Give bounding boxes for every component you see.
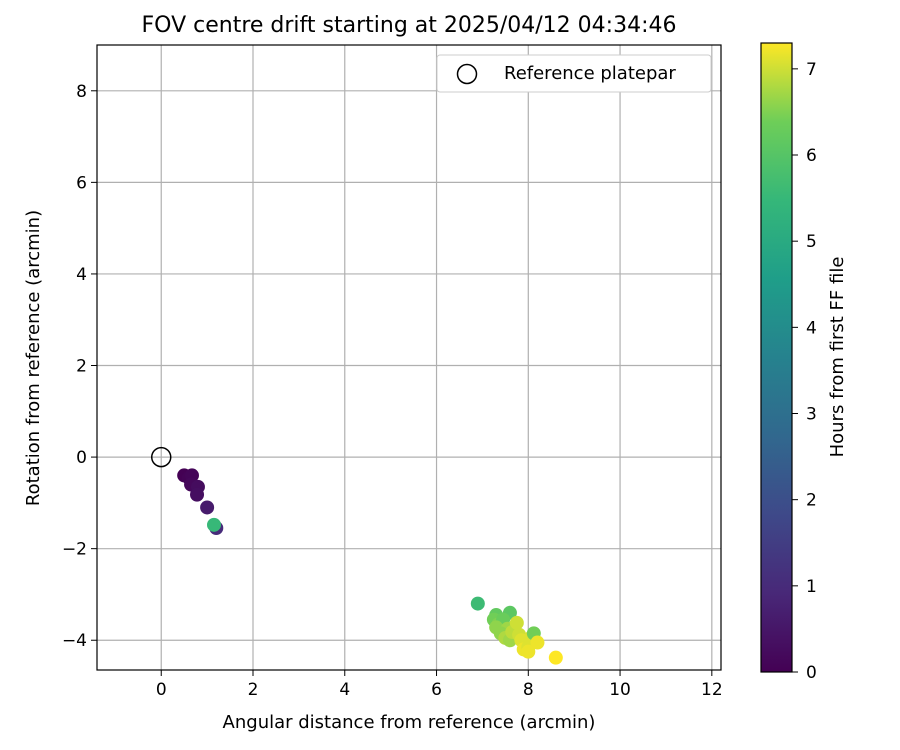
- y-tick-label: 0: [76, 448, 87, 468]
- colorbar: 0 1 2 3 4 5 6 7 Hours from first FF file: [760, 42, 848, 683]
- data-point: [190, 487, 205, 502]
- x-tick-label: 2: [248, 680, 259, 700]
- colorbar-tick-label: 0: [806, 663, 817, 683]
- colorbar-gradient: [760, 42, 793, 673]
- data-point: [530, 635, 545, 650]
- y-tick-label: 6: [76, 173, 87, 193]
- colorbar-tick-label: 3: [806, 405, 817, 425]
- y-tick-label: 2: [76, 357, 87, 377]
- data-point: [207, 517, 221, 532]
- x-tick-label: 4: [339, 680, 350, 700]
- legend-marker-icon: [456, 63, 478, 85]
- colorbar-tick-label: 1: [806, 577, 817, 597]
- y-tick-label: −4: [62, 631, 87, 651]
- data-point: [521, 644, 536, 659]
- legend-label: Reference platepar: [504, 63, 676, 84]
- colorbar-tick-label: 7: [806, 60, 817, 80]
- data-point: [548, 650, 563, 665]
- x-axis-ticks: 0 2 4 6 8 10 12: [156, 670, 723, 700]
- x-axis-label: Angular distance from reference (arcmin): [223, 712, 596, 733]
- x-tick-label: 6: [431, 680, 442, 700]
- x-tick-label: 8: [523, 680, 534, 700]
- y-axis-ticks: −4 −2 0 2 4 6 8: [62, 82, 97, 651]
- data-points: [177, 468, 563, 665]
- x-tick-label: 10: [609, 680, 631, 700]
- legend: Reference platepar: [436, 54, 712, 93]
- colorbar-tick-label: 2: [806, 491, 817, 511]
- x-tick-label: 12: [701, 680, 723, 700]
- data-point: [200, 500, 215, 515]
- legend-box: [436, 54, 712, 93]
- plot-frame: [96, 44, 722, 671]
- colorbar-tick-label: 4: [806, 318, 817, 338]
- y-tick-label: 4: [76, 265, 87, 285]
- colorbar-tick-label: 6: [806, 146, 817, 166]
- chart-title: FOV centre drift starting at 2025/04/12 …: [142, 13, 677, 38]
- y-axis-label: Rotation from reference (arcmin): [23, 210, 44, 506]
- colorbar-ticks: 0 1 2 3 4 5 6 7: [792, 60, 817, 683]
- reference-marker: [150, 446, 172, 468]
- x-tick-label: 0: [156, 680, 167, 700]
- reference-marker-group: [150, 446, 172, 468]
- data-point: [509, 615, 524, 630]
- colorbar-tick-label: 5: [806, 232, 817, 252]
- colorbar-label: Hours from first FF file: [827, 257, 848, 458]
- data-point: [470, 596, 485, 611]
- y-tick-label: −2: [62, 540, 87, 560]
- grid: [97, 45, 721, 670]
- y-tick-label: 8: [76, 82, 87, 102]
